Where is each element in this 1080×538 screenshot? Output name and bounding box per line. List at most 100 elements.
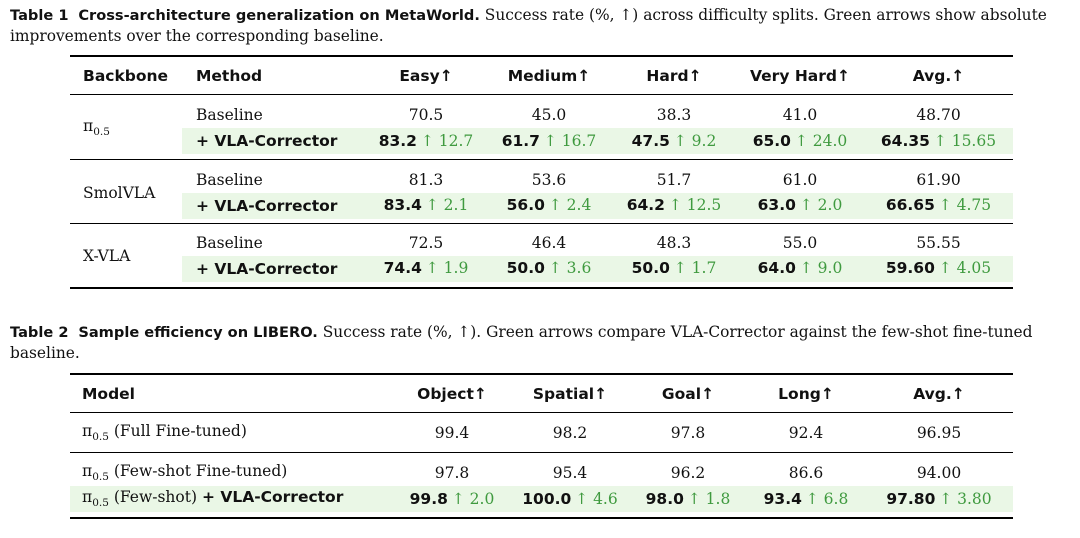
gain-value: ↑ 16.7 xyxy=(543,131,597,150)
gain-value: ↑ 3.80 xyxy=(939,489,992,508)
value-cell: 95.4 xyxy=(552,464,588,482)
table-row: π0.5 Baseline 70.5 45.0 38.3 41.0 48.70 xyxy=(70,102,1013,139)
table1-header-method: Method xyxy=(196,66,263,85)
table2-header-object: Object↑ xyxy=(417,384,487,403)
baseline-label: Baseline xyxy=(196,106,263,124)
value-cell: 61.0 xyxy=(782,170,818,189)
table1-header-backbone: Backbone xyxy=(83,66,169,85)
value-cell: 47.5 ↑ 9.2 xyxy=(612,128,736,154)
table1: Backbone Method Easy↑ Medium↑ Hard↑ Very… xyxy=(70,55,1013,289)
table2-title: Sample efficiency on LIBERO. xyxy=(78,324,318,341)
table-row: X-VLA Baseline 72.5 46.4 48.3 55.0 55.55 xyxy=(70,230,1013,265)
value-cell: 86.6 xyxy=(788,464,824,482)
table-row: π0.5 (Few-shot Fine-tuned) 97.8 95.4 96.… xyxy=(70,460,1013,486)
table-row: π0.5 (Full Fine-tuned) 99.4 98.2 97.8 92… xyxy=(70,420,1013,446)
value-cell: 65.0 ↑ 24.0 xyxy=(736,128,864,154)
value-cell: 94.00 xyxy=(916,464,962,482)
value-cell: 96.2 xyxy=(670,464,706,482)
table1-header-hard: Hard↑ xyxy=(646,66,702,85)
gain-value: ↑ 4.75 xyxy=(938,196,992,214)
value-cell: 38.3 xyxy=(656,106,692,124)
value-cell: 70.5 xyxy=(408,106,444,124)
value-cell: 45.0 xyxy=(531,106,567,124)
gain-value: ↑ 24.0 xyxy=(794,131,848,150)
value-cell: 97.8 xyxy=(670,424,706,442)
model-name: π0.5 (Full Fine-tuned) xyxy=(82,422,247,444)
model-name: π0.5 (Few-shot) + VLA-Corrector xyxy=(70,486,393,512)
table-row: SmolVLA Baseline 81.3 53.6 51.7 61.0 61.… xyxy=(70,167,1013,202)
table1-backbone-smolvla: SmolVLA xyxy=(83,183,156,202)
value-cell: 64.0 ↑ 9.0 xyxy=(736,255,864,282)
value-cell: 83.4 ↑ 2.1 xyxy=(366,192,486,219)
table2-label: Table 2 xyxy=(10,324,69,341)
table2-header-model: Model xyxy=(82,384,135,403)
gain-value: ↑ 1.8 xyxy=(687,489,731,508)
gain-value: ↑ 12.7 xyxy=(420,131,474,150)
gain-value: ↑ 15.65 xyxy=(933,131,997,150)
value-cell: 96.95 xyxy=(916,424,962,442)
table2-caption: Table 2 Sample efficiency on LIBERO. Suc… xyxy=(10,322,1072,364)
table1-header-easy: Easy↑ xyxy=(399,66,453,85)
value-cell: 97.80 ↑ 3.80 xyxy=(865,486,1013,512)
value-cell: 93.4 ↑ 6.8 xyxy=(747,486,865,512)
value-cell: 66.65 ↑ 4.75 xyxy=(864,192,1013,219)
table2-header-avg: Avg.↑ xyxy=(913,384,965,403)
value-cell: 50.0 ↑ 1.7 xyxy=(612,255,736,282)
table2-header-goal: Goal↑ xyxy=(661,384,715,403)
gain-value: ↑ 2.0 xyxy=(799,196,843,214)
value-cell: 59.60 ↑ 4.05 xyxy=(864,255,1013,282)
value-cell: 74.4 ↑ 1.9 xyxy=(366,255,486,282)
value-cell: 64.35 ↑ 15.65 xyxy=(864,128,1013,154)
table-row: + VLA-Corrector 83.2 ↑ 12.7 61.7 ↑ 16.7 … xyxy=(70,128,1013,154)
gain-value: ↑ 2.4 xyxy=(548,196,592,214)
baseline-label: Baseline xyxy=(196,170,263,189)
value-cell: 55.55 xyxy=(916,233,961,252)
gain-value: ↑ 9.2 xyxy=(673,131,717,150)
table1-header-avg: Avg.↑ xyxy=(912,66,965,85)
value-cell: 98.2 xyxy=(552,424,588,442)
table2: Model Object↑ Spatial↑ Goal↑ Long↑ Avg.↑… xyxy=(70,373,1013,519)
gain-value: ↑ 6.8 xyxy=(805,489,849,508)
table1-title: Cross-architecture generalization on Met… xyxy=(78,7,480,24)
value-cell: 64.2 ↑ 12.5 xyxy=(612,192,736,219)
gain-value: ↑ 2.1 xyxy=(425,196,469,214)
table-row: + VLA-Corrector 83.4 ↑ 2.1 56.0 ↑ 2.4 64… xyxy=(70,192,1013,219)
value-cell: 51.7 xyxy=(656,170,692,189)
gain-value: ↑ 12.5 xyxy=(668,196,722,214)
gain-value: ↑ 1.7 xyxy=(673,259,717,277)
table1-header-medium: Medium↑ xyxy=(507,66,591,85)
table2-caption-text: Success rate (%, ↑). Green arrows compar… xyxy=(10,323,1033,362)
value-cell: 81.3 xyxy=(408,170,444,189)
gain-value: ↑ 1.9 xyxy=(425,259,469,277)
corrector-label: + VLA-Corrector xyxy=(182,255,366,282)
table1-header-very-hard: Very Hard↑ xyxy=(750,66,850,85)
table1-backbone-xvla: X-VLA xyxy=(83,246,131,265)
value-cell: 56.0 ↑ 2.4 xyxy=(486,192,612,219)
corrector-label: + VLA-Corrector xyxy=(182,128,366,154)
value-cell: 97.8 xyxy=(434,464,470,482)
table1-header-row: Backbone Method Easy↑ Medium↑ Hard↑ Very… xyxy=(70,56,1013,95)
value-cell: 48.3 xyxy=(656,233,692,252)
gain-value: ↑ 2.0 xyxy=(451,489,495,508)
gain-value: ↑ 4.05 xyxy=(938,259,992,277)
table2-header-long: Long↑ xyxy=(778,384,834,403)
corrector-label: + VLA-Corrector xyxy=(182,192,366,219)
table2-header-row: Model Object↑ Spatial↑ Goal↑ Long↑ Avg.↑ xyxy=(70,374,1013,413)
value-cell: 83.2 ↑ 12.7 xyxy=(366,128,486,154)
table2-header-spatial: Spatial↑ xyxy=(532,384,608,403)
value-cell: 100.0 ↑ 4.6 xyxy=(511,486,629,512)
gain-value: ↑ 4.6 xyxy=(575,489,618,508)
table1-caption: Table 1 Cross-architecture generalizatio… xyxy=(10,5,1072,47)
baseline-label: Baseline xyxy=(196,233,263,252)
value-cell: 61.7 ↑ 16.7 xyxy=(486,128,612,154)
value-cell: 63.0 ↑ 2.0 xyxy=(736,192,864,219)
table1-caption-text: Success rate (%, ↑) across difficulty sp… xyxy=(10,6,1047,45)
gain-value: ↑ 9.0 xyxy=(799,259,843,277)
value-cell: 99.8 ↑ 2.0 xyxy=(393,486,511,512)
value-cell: 53.6 xyxy=(531,170,567,189)
value-cell: 50.0 ↑ 3.6 xyxy=(486,255,612,282)
value-cell: 48.70 xyxy=(916,106,961,124)
value-cell: 46.4 xyxy=(531,233,567,252)
value-cell: 72.5 xyxy=(408,233,444,252)
value-cell: 61.90 xyxy=(916,170,961,189)
